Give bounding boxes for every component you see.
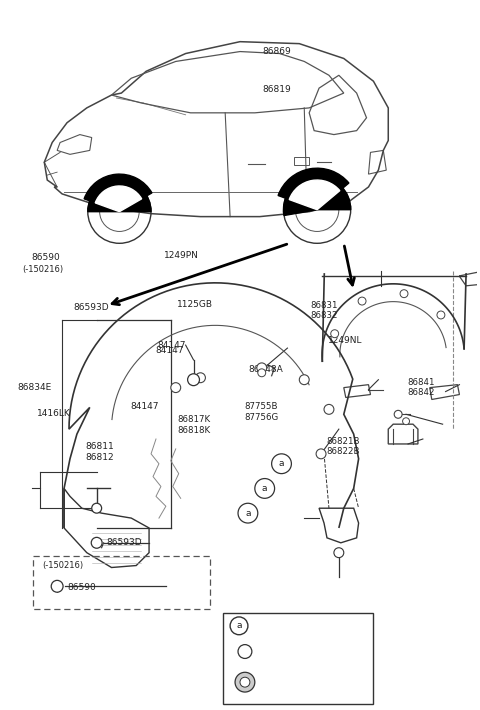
Text: 1125GB: 1125GB <box>178 300 214 309</box>
Text: a: a <box>262 484 267 493</box>
Text: 86819: 86819 <box>263 85 291 94</box>
Text: 86593D: 86593D <box>107 538 142 547</box>
Text: 86590: 86590 <box>31 253 60 262</box>
FancyBboxPatch shape <box>223 613 373 704</box>
Circle shape <box>188 373 200 386</box>
Circle shape <box>437 311 445 319</box>
Wedge shape <box>84 174 152 212</box>
Text: a: a <box>279 459 284 468</box>
Wedge shape <box>289 180 340 209</box>
Text: 86831
86832: 86831 86832 <box>310 301 338 320</box>
Text: 86593D: 86593D <box>73 302 108 312</box>
Text: 84147: 84147 <box>157 341 186 349</box>
Circle shape <box>334 547 344 557</box>
Text: 86869: 86869 <box>263 48 291 56</box>
Circle shape <box>91 537 102 548</box>
Text: 84147: 84147 <box>130 402 158 410</box>
Circle shape <box>272 454 291 474</box>
Circle shape <box>324 405 334 415</box>
Circle shape <box>257 363 267 373</box>
Text: (-150216): (-150216) <box>42 561 84 570</box>
Wedge shape <box>284 176 351 216</box>
Text: (-150216): (-150216) <box>22 265 63 274</box>
Circle shape <box>316 449 326 459</box>
Circle shape <box>230 617 248 635</box>
Circle shape <box>258 368 266 377</box>
Circle shape <box>92 503 102 513</box>
Text: 86834E: 86834E <box>17 383 51 392</box>
Text: 84147: 84147 <box>155 346 184 354</box>
Circle shape <box>195 373 205 383</box>
Wedge shape <box>88 180 151 212</box>
Wedge shape <box>278 168 349 209</box>
Text: a: a <box>236 621 242 630</box>
Text: 86869: 86869 <box>235 679 264 689</box>
Text: 1416LK: 1416LK <box>37 409 71 417</box>
Circle shape <box>358 297 366 305</box>
Text: 86848A: 86848A <box>249 364 283 373</box>
Circle shape <box>331 329 339 338</box>
Text: 86811
86812: 86811 86812 <box>86 442 115 462</box>
Wedge shape <box>95 186 142 212</box>
Circle shape <box>238 503 258 523</box>
Circle shape <box>403 417 409 425</box>
Text: 86841
86842: 86841 86842 <box>407 378 434 397</box>
Circle shape <box>394 410 402 418</box>
Text: a: a <box>245 508 251 518</box>
Circle shape <box>255 479 275 498</box>
Text: 87755B
87756G: 87755B 87756G <box>245 402 279 422</box>
Text: 86821B
86822B: 86821B 86822B <box>326 437 360 456</box>
Circle shape <box>240 677 250 687</box>
Text: 86819: 86819 <box>235 659 264 668</box>
Circle shape <box>400 290 408 297</box>
Text: 86590: 86590 <box>67 583 96 591</box>
Text: 86817K
86818K: 86817K 86818K <box>178 415 211 435</box>
Circle shape <box>171 383 180 393</box>
Circle shape <box>235 672 255 692</box>
Circle shape <box>51 580 63 592</box>
Circle shape <box>300 375 309 385</box>
Text: 1249NL: 1249NL <box>328 337 362 346</box>
Circle shape <box>238 645 252 658</box>
Text: 1249PN: 1249PN <box>164 251 199 260</box>
